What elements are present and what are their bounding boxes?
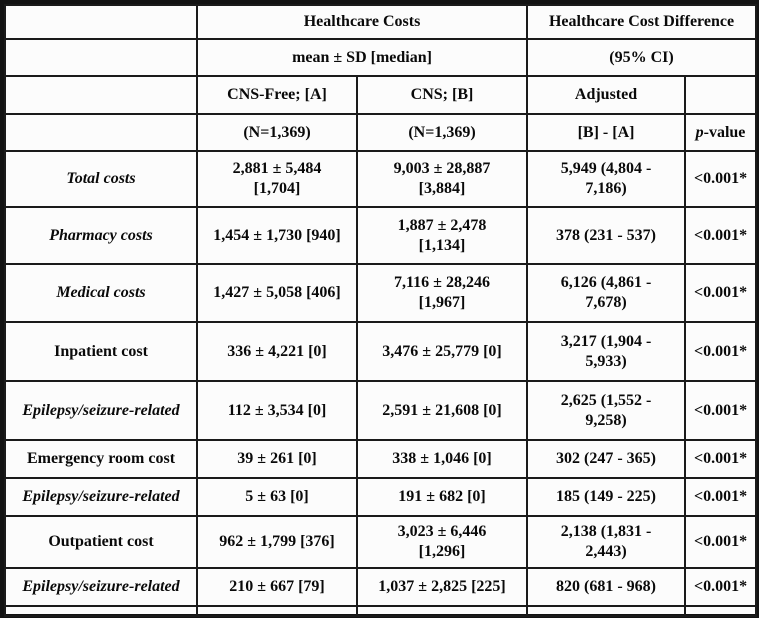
table-row-inpatient-epilepsy: Epilepsy/seizure-related 112 ± 3,534 [0]…	[4, 380, 758, 441]
table-row-total-costs: Total costs 2,881 ± 5,484 [1,704] 9,003 …	[4, 150, 758, 208]
cell-cns-free: 336 ± 4,221 [0]	[196, 321, 358, 382]
header-n-a: (N=1,369)	[196, 113, 358, 152]
cell-cns-free: 210 ± 667 [79]	[196, 567, 358, 607]
cell-cns: 2,591 ± 21,608 [0]	[355, 380, 529, 441]
empty-cell	[355, 605, 529, 617]
row-label: Epilepsy/seizure-related	[4, 477, 198, 517]
cell-p-value: <0.001*	[684, 206, 758, 265]
corner-cell	[4, 38, 198, 77]
cell-p-value: <0.001*	[684, 380, 758, 441]
table-row-emergency-room-cost: Emergency room cost 39 ± 261 [0] 338 ± 1…	[4, 439, 758, 479]
cell-cns: 191 ± 682 [0]	[355, 477, 529, 517]
header-b-minus-a: [B] - [A]	[526, 113, 687, 152]
cell-cns: 7,116 ± 28,246 [1,967]	[355, 263, 529, 323]
cell-cns-free: 5 ± 63 [0]	[196, 477, 358, 517]
header-row-groups: Healthcare Costs Healthcare Cost Differe…	[4, 4, 758, 40]
empty-cell	[196, 605, 358, 617]
cell-cns: 9,003 ± 28,887 [3,884]	[355, 150, 529, 208]
cell-cns-free: 1,454 ± 1,730 [940]	[196, 206, 358, 265]
cell-cns: 1,037 ± 2,825 [225]	[355, 567, 529, 607]
empty-bottom-row	[4, 605, 758, 617]
cell-difference: 2,625 (1,552 - 9,258)	[526, 380, 687, 441]
row-label: Epilepsy/seizure-related	[4, 380, 198, 441]
header-healthcare-costs: Healthcare Costs	[195, 4, 529, 40]
cell-cns: 338 ± 1,046 [0]	[355, 439, 529, 479]
row-label: Inpatient cost	[4, 321, 198, 382]
cell-cns: 3,476 ± 25,779 [0]	[355, 321, 529, 382]
row-label: Epilepsy/seizure-related	[4, 567, 198, 607]
empty-cell	[684, 605, 758, 617]
cell-cns-free: 962 ± 1,799 [376]	[196, 515, 358, 569]
cell-p-value: <0.001*	[684, 515, 758, 569]
cell-p-value: <0.001*	[684, 567, 758, 607]
cell-difference: 6,126 (4,861 - 7,678)	[526, 263, 687, 323]
cell-cns-free: 2,881 ± 5,484 [1,704]	[196, 150, 358, 208]
table-row-medical-costs: Medical costs 1,427 ± 5,058 [406] 7,116 …	[4, 263, 758, 323]
corner-cell	[4, 4, 198, 40]
cell-p-value: <0.001*	[684, 321, 758, 382]
p-value-suffix: -value	[703, 123, 746, 141]
header-row-n: (N=1,369) (N=1,369) [B] - [A] p-value	[4, 113, 758, 152]
cell-p-value: <0.001*	[684, 439, 758, 479]
header-cns-free-a: CNS-Free; [A]	[196, 75, 358, 115]
table-row-pharmacy-costs: Pharmacy costs 1,454 ± 1,730 [940] 1,887…	[4, 206, 758, 265]
cell-difference: 378 (231 - 537)	[526, 206, 687, 265]
empty-cell	[526, 605, 687, 617]
cell-p-value: <0.001*	[684, 477, 758, 517]
header-95-ci: (95% CI)	[526, 38, 758, 77]
cell-cns-free: 39 ± 261 [0]	[196, 439, 358, 479]
corner-cell	[4, 113, 198, 152]
header-cns-b: CNS; [B]	[355, 75, 529, 115]
cell-difference: 3,217 (1,904 - 5,933)	[526, 321, 687, 382]
cell-p-value: <0.001*	[684, 263, 758, 323]
cell-cns: 3,023 ± 6,446 [1,296]	[355, 515, 529, 569]
p-value-p: p	[695, 123, 704, 141]
table-row-inpatient-cost: Inpatient cost 336 ± 4,221 [0] 3,476 ± 2…	[4, 321, 758, 382]
header-adjusted: Adjusted	[526, 75, 687, 115]
table-row-outpatient-epilepsy: Epilepsy/seizure-related 210 ± 667 [79] …	[4, 567, 758, 607]
header-row-cohorts: CNS-Free; [A] CNS; [B] Adjusted	[4, 75, 758, 115]
header-row-measures: mean ± SD [median] (95% CI)	[4, 38, 758, 77]
cost-comparison-table: Healthcare Costs Healthcare Cost Differe…	[4, 4, 758, 617]
cell-difference: 302 (247 - 365)	[526, 439, 687, 479]
cell-cns: 1,887 ± 2,478 [1,134]	[355, 206, 529, 265]
header-p-value: p-value	[684, 113, 758, 152]
header-healthcare-cost-difference: Healthcare Cost Difference	[526, 4, 758, 40]
cell-cns-free: 1,427 ± 5,058 [406]	[196, 263, 358, 323]
cell-cns-free: 112 ± 3,534 [0]	[196, 380, 358, 441]
empty-cell	[4, 605, 198, 617]
cell-difference: 5,949 (4,804 - 7,186)	[526, 150, 687, 208]
table-row-emergency-epilepsy: Epilepsy/seizure-related 5 ± 63 [0] 191 …	[4, 477, 758, 517]
header-mean-sd-median: mean ± SD [median]	[195, 38, 529, 77]
corner-cell	[4, 75, 198, 115]
header-n-b: (N=1,369)	[355, 113, 529, 152]
cell-difference: 2,138 (1,831 - 2,443)	[526, 515, 687, 569]
row-label: Medical costs	[4, 263, 198, 323]
cell-difference: 820 (681 - 968)	[526, 567, 687, 607]
row-label: Total costs	[4, 150, 198, 208]
row-label: Emergency room cost	[4, 439, 198, 479]
table-row-outpatient-cost: Outpatient cost 962 ± 1,799 [376] 3,023 …	[4, 515, 758, 569]
empty-header-cell	[684, 75, 758, 115]
cell-p-value: <0.001*	[684, 150, 758, 208]
row-label: Pharmacy costs	[4, 206, 198, 265]
row-label: Outpatient cost	[4, 515, 198, 569]
cell-difference: 185 (149 - 225)	[526, 477, 687, 517]
